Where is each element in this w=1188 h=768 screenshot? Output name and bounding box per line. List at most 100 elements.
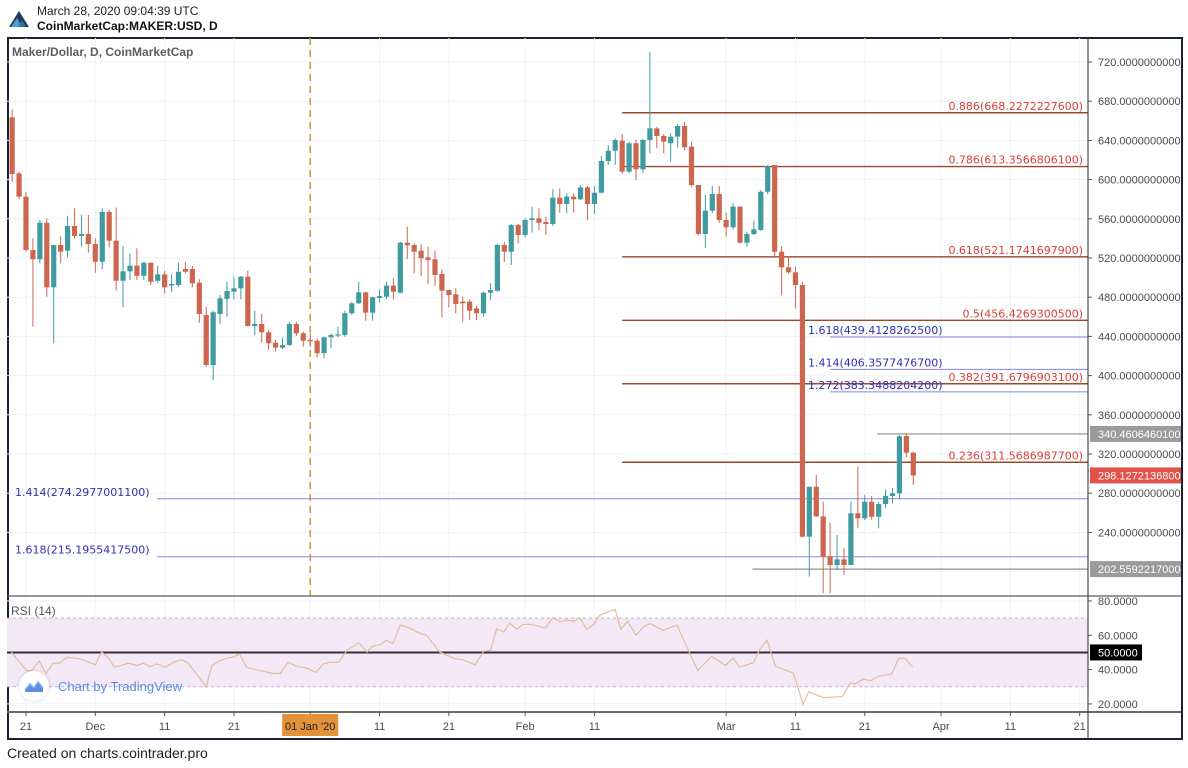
- candle: [217, 295, 223, 324]
- candle: [834, 534, 840, 571]
- candle-body: [78, 234, 85, 236]
- time-tick-label: 21: [443, 721, 455, 733]
- candle: [141, 261, 147, 280]
- candle: [903, 433, 909, 458]
- candle: [591, 185, 598, 214]
- candle-body: [675, 126, 681, 137]
- candle-body: [633, 143, 639, 170]
- price-tick-label: 280.0000000000: [1098, 488, 1181, 500]
- candle-body: [279, 345, 286, 348]
- candle-body: [238, 276, 244, 289]
- time-tick-label: Feb: [516, 721, 535, 733]
- candle-body: [196, 282, 202, 314]
- time-tick-label: 11: [1005, 721, 1016, 733]
- time-tick-label: 11: [374, 721, 385, 733]
- candle-body: [543, 222, 549, 224]
- candle-body: [577, 187, 584, 200]
- candle: [598, 155, 604, 194]
- candle-body: [245, 276, 251, 327]
- rsi-tick-label: 60.0000: [1098, 630, 1138, 642]
- candle: [827, 522, 833, 594]
- time-tick-label: 11: [159, 721, 170, 733]
- candle-body: [654, 128, 660, 136]
- price-marker-label: 340.4606460100: [1098, 429, 1181, 441]
- candle-body: [494, 244, 500, 291]
- rsi-axis[interactable]: 80.0000 60.0000 40.0000 20.0000 50.0000: [1088, 596, 1142, 711]
- candle-body: [896, 436, 903, 494]
- candle: [342, 310, 348, 337]
- time-tick-label: 21: [20, 721, 32, 733]
- candle: [390, 278, 396, 300]
- candle: [869, 496, 875, 520]
- candle-body: [903, 435, 909, 453]
- candle-body: [910, 452, 916, 476]
- candle: [224, 281, 230, 317]
- candle: [716, 185, 722, 223]
- rsi-legend-title: RSI (14): [11, 604, 56, 618]
- candle-body: [16, 173, 22, 197]
- candle-body: [266, 332, 272, 344]
- fib-extension-label: 1.618(439.4128262500): [808, 324, 943, 337]
- candle: [349, 301, 355, 316]
- fib-retracement-label: 0.786(613.3566806100): [948, 154, 1083, 167]
- candle: [439, 269, 445, 318]
- time-tick-label: 11: [589, 721, 600, 733]
- candle: [23, 191, 29, 252]
- candle-body: [529, 218, 535, 220]
- candle-body: [751, 229, 757, 234]
- time-tick-label: 11: [790, 721, 801, 733]
- candle-body: [668, 136, 674, 144]
- candle-body: [591, 192, 598, 205]
- candle: [307, 333, 313, 347]
- candle-body: [328, 335, 334, 338]
- price-marker-label: 202.5592217000: [1098, 564, 1181, 576]
- candle: [85, 214, 91, 253]
- candle: [806, 486, 812, 577]
- candle: [571, 193, 577, 213]
- time-axis[interactable]: 21 Dec 11 21 01 Jan '20 11 21 Feb 11 Mar 11 21 Apr 11…: [20, 712, 1086, 736]
- candle-body: [598, 160, 604, 193]
- candle-body: [862, 501, 868, 519]
- candle-body: [148, 262, 154, 282]
- price-tick-label: 240.0000000000: [1098, 527, 1181, 539]
- fib-retracement-label: 0.5(456.4269300500): [962, 307, 1083, 320]
- candle-body: [404, 242, 410, 246]
- candle: [640, 138, 646, 174]
- rsi-series: [10, 608, 914, 706]
- candle-body: [799, 285, 805, 537]
- candle-body: [792, 272, 799, 286]
- candle-body: [501, 244, 507, 252]
- candle-body: [37, 222, 43, 260]
- candle: [605, 145, 611, 166]
- candle: [536, 208, 542, 230]
- candle-body: [640, 140, 646, 170]
- watermark-text: Chart by TradingView: [58, 678, 183, 694]
- candle-body: [453, 294, 459, 304]
- candle-body: [383, 285, 390, 297]
- fib-retracement-label: 0.236(311.5686987700): [948, 449, 1083, 462]
- rsi-band: [7, 617, 1088, 688]
- candle: [758, 189, 764, 231]
- candle: [300, 331, 306, 347]
- price-tick-label: 720.0000000000: [1098, 57, 1181, 69]
- candle-body: [772, 165, 778, 252]
- fib-extension-label: 1.414(274.2977001100): [15, 486, 150, 499]
- tradingview-watermark-link[interactable]: Chart by TradingView: [19, 670, 182, 702]
- candle-body: [744, 234, 750, 243]
- candle-body: [85, 234, 91, 244]
- candle: [792, 266, 799, 309]
- time-highlight-box: [282, 714, 339, 736]
- candle: [626, 141, 632, 174]
- price-axis[interactable]: 720.0000000000 680.0000000000 640.00000000…: [1088, 57, 1181, 578]
- candle: [543, 216, 549, 235]
- candle-body: [723, 219, 729, 228]
- candle: [425, 246, 431, 284]
- candle: [266, 330, 272, 351]
- candle: [841, 548, 847, 576]
- candle-body: [584, 187, 591, 205]
- candle-body: [508, 224, 514, 252]
- candle: [92, 238, 98, 273]
- snapshot-timestamp: March 28, 2020 09:04:39 UTC: [37, 4, 199, 18]
- candle: [467, 299, 473, 321]
